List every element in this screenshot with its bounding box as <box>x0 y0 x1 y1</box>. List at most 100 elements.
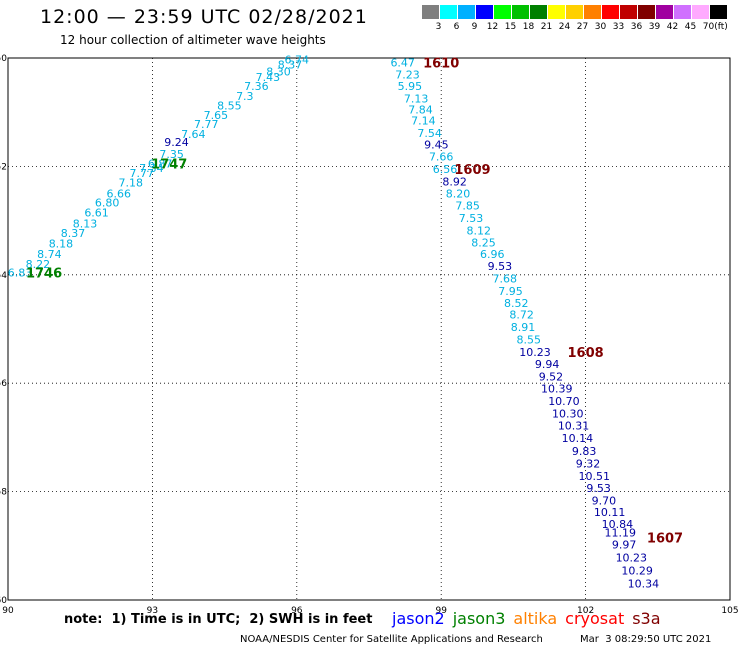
legend-swatch <box>710 5 727 19</box>
wave-height-label: 6.47 <box>390 56 415 69</box>
wave-height-label: 8.22 <box>26 258 51 271</box>
wave-height-label: 8.74 <box>37 248 62 261</box>
x-tick-label: 105 <box>721 606 738 616</box>
wave-height-label: 10.30 <box>552 408 584 421</box>
chart-title: 12:00 — 23:59 UTC 02/28/2021 <box>40 6 368 28</box>
wave-height-label: 10.11 <box>594 506 626 519</box>
legend-swatch <box>656 5 673 19</box>
wave-height-label: 7.36 <box>244 80 269 93</box>
legend-swatch <box>440 5 457 19</box>
wave-height-label: 6.80 <box>95 197 120 210</box>
wave-height-label: 7.65 <box>204 109 229 122</box>
legend-bin-label: 30 <box>594 22 607 32</box>
wave-height-label: 9.83 <box>572 445 597 458</box>
wave-height-label: 8.25 <box>471 236 496 249</box>
plot-frame <box>7 57 731 601</box>
wave-height-label: 8.12 <box>466 224 491 237</box>
wave-height-label: 7.68 <box>492 273 517 286</box>
y-tick-label: -50 <box>0 54 7 64</box>
y-tick-label: -56 <box>0 379 7 389</box>
wave-height-label: 10.51 <box>579 470 611 483</box>
legend-bin-label: 15 <box>504 22 517 32</box>
generation-timestamp: Mar 3 08:29:50 UTC 2021 <box>580 634 712 645</box>
y-tick-label: -54 <box>0 271 7 281</box>
wave-height-label: 10.70 <box>548 395 580 408</box>
legend-bin-label: 27 <box>576 22 589 32</box>
footer-note: note: 1) Time is in UTC; 2) SWH is in fe… <box>64 612 373 627</box>
wave-height-label: 8.52 <box>504 297 529 310</box>
legend-swatch <box>476 5 493 19</box>
wave-height-label: 9.24 <box>164 136 189 149</box>
chart-subtitle: 12 hour collection of altimeter wave hei… <box>60 33 326 47</box>
wave-height-label: 6.83 <box>8 267 33 280</box>
wave-height-label: 9.70 <box>592 494 617 507</box>
wave-height-label: 7.34 <box>139 162 164 175</box>
legend-swatch <box>548 5 565 19</box>
wave-height-label: 8.55 <box>217 100 242 113</box>
x-tick-label: 93 <box>147 606 158 616</box>
wave-height-label: 7.35 <box>159 148 184 161</box>
orbit-time-label: 1607 <box>647 532 683 547</box>
wave-height-label: 8.92 <box>442 176 467 189</box>
legend-swatch <box>530 5 547 19</box>
legend-bin-label: 42 <box>666 22 679 32</box>
legend-swatch <box>674 5 691 19</box>
wave-height-label: 8.72 <box>509 308 534 321</box>
wave-height-label: 8.30 <box>266 66 291 79</box>
wave-height-label: 7.54 <box>417 127 442 140</box>
wave-height-label: 8.20 <box>446 188 471 201</box>
wave-height-label: 6.61 <box>84 206 109 219</box>
wave-height-label: 10.23 <box>616 552 648 565</box>
legend-bin-label: 9 <box>471 22 478 32</box>
wave-height-label: 7.64 <box>181 128 206 141</box>
wave-height-label: 9.52 <box>539 371 564 384</box>
wave-height-label: 6.96 <box>480 248 505 261</box>
wave-height-label: 6.87 <box>148 158 173 171</box>
orbit-time-label: 1747 <box>151 158 187 173</box>
legend-unit: (ft) <box>714 22 728 32</box>
wave-height-label: 10.34 <box>628 578 660 591</box>
legend-swatch <box>620 5 637 19</box>
wave-height-label: 9.53 <box>488 260 513 273</box>
legend-swatch <box>494 5 511 19</box>
wave-height-label: 6.74 <box>285 54 310 67</box>
x-tick-label: 99 <box>435 606 447 616</box>
legend-swatch <box>584 5 601 19</box>
legend-bin-label: 6 <box>453 22 460 32</box>
satellite-legend: jason2 jason3 altika cryosat s3a <box>392 609 669 628</box>
legend-bin-label: 21 <box>540 22 553 32</box>
legend-swatch <box>566 5 583 19</box>
legend-swatch <box>692 5 709 19</box>
wave-height-label: 7.14 <box>411 114 436 127</box>
legend-bin-label: 45 <box>684 22 697 32</box>
y-tick-label: -52 <box>0 162 7 172</box>
satellite-label: jason3 <box>452 609 506 628</box>
wave-height-label: 10.23 <box>519 346 551 359</box>
satellite-label: jason2 <box>392 609 445 628</box>
legend-swatch <box>422 5 439 19</box>
wave-height-label: 7.77 <box>130 167 155 180</box>
wave-height-label: 10.84 <box>602 518 634 531</box>
wave-height-label: 8.55 <box>517 333 542 346</box>
wave-height-label: 9.45 <box>424 139 449 152</box>
legend-bin-label: 39 <box>648 22 661 32</box>
wave-height-label: 7.77 <box>194 118 219 131</box>
legend-swatch <box>602 5 619 19</box>
wave-height-label: 7.84 <box>408 103 433 116</box>
wave-height-label: 10.14 <box>562 432 594 445</box>
wave-height-label: 7.66 <box>429 151 454 164</box>
wave-height-label: 8.18 <box>49 237 74 250</box>
wave-height-label: 7.95 <box>498 285 523 298</box>
x-tick-label: 96 <box>291 606 303 616</box>
wave-height-label: 9.94 <box>535 358 560 371</box>
legend-bin-label: 18 <box>522 22 535 32</box>
wave-height-label: 7.3 <box>236 90 254 103</box>
satellite-label: altika <box>513 609 558 628</box>
legend-bin-label: 33 <box>612 22 625 32</box>
wave-height-label: 6.56 <box>433 163 458 176</box>
orbit-time-label: 1746 <box>26 267 62 282</box>
orbit-time-label: 1610 <box>423 56 459 71</box>
wave-height-label: 9.53 <box>586 482 611 495</box>
legend-swatch <box>458 5 475 19</box>
